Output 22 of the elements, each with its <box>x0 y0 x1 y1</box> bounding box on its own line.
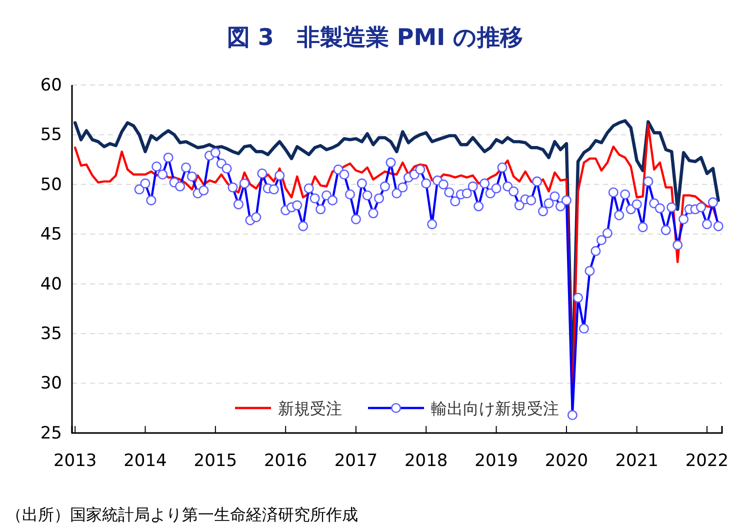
y-tick-label: 50 <box>40 174 62 195</box>
y-tick-label: 60 <box>40 75 62 96</box>
text: （出所）国家統計局より第一生命経済研究所作成 <box>6 505 358 524</box>
y-tick-label: 25 <box>40 423 62 444</box>
y-tick-label: 45 <box>40 224 62 245</box>
x-tick-label: 2021 <box>615 451 658 471</box>
y-tick-label: 55 <box>40 125 62 146</box>
x-tick-label: 2017 <box>334 451 378 471</box>
x-tick-label: 2020 <box>544 451 588 471</box>
legend-label: 新規受注 <box>278 399 342 418</box>
chart-title: 図 3 非製造業 PMI の推移 <box>226 25 524 51</box>
x-tick-label: 2014 <box>124 451 167 471</box>
x-tick-label: 2015 <box>194 451 238 471</box>
y-tick-label: 35 <box>40 324 62 344</box>
x-tick-label: 2018 <box>404 451 448 471</box>
y-tick-label: 40 <box>40 274 62 294</box>
x-tick-label: 2016 <box>264 451 308 471</box>
x-tick-label: 2019 <box>474 451 518 471</box>
x-tick-label: 2013 <box>53 451 97 471</box>
y-tick-label: 30 <box>40 374 62 394</box>
legend-label: 輸出向け新規受注 <box>431 399 559 418</box>
x-tick-label: 2022 <box>685 451 729 471</box>
